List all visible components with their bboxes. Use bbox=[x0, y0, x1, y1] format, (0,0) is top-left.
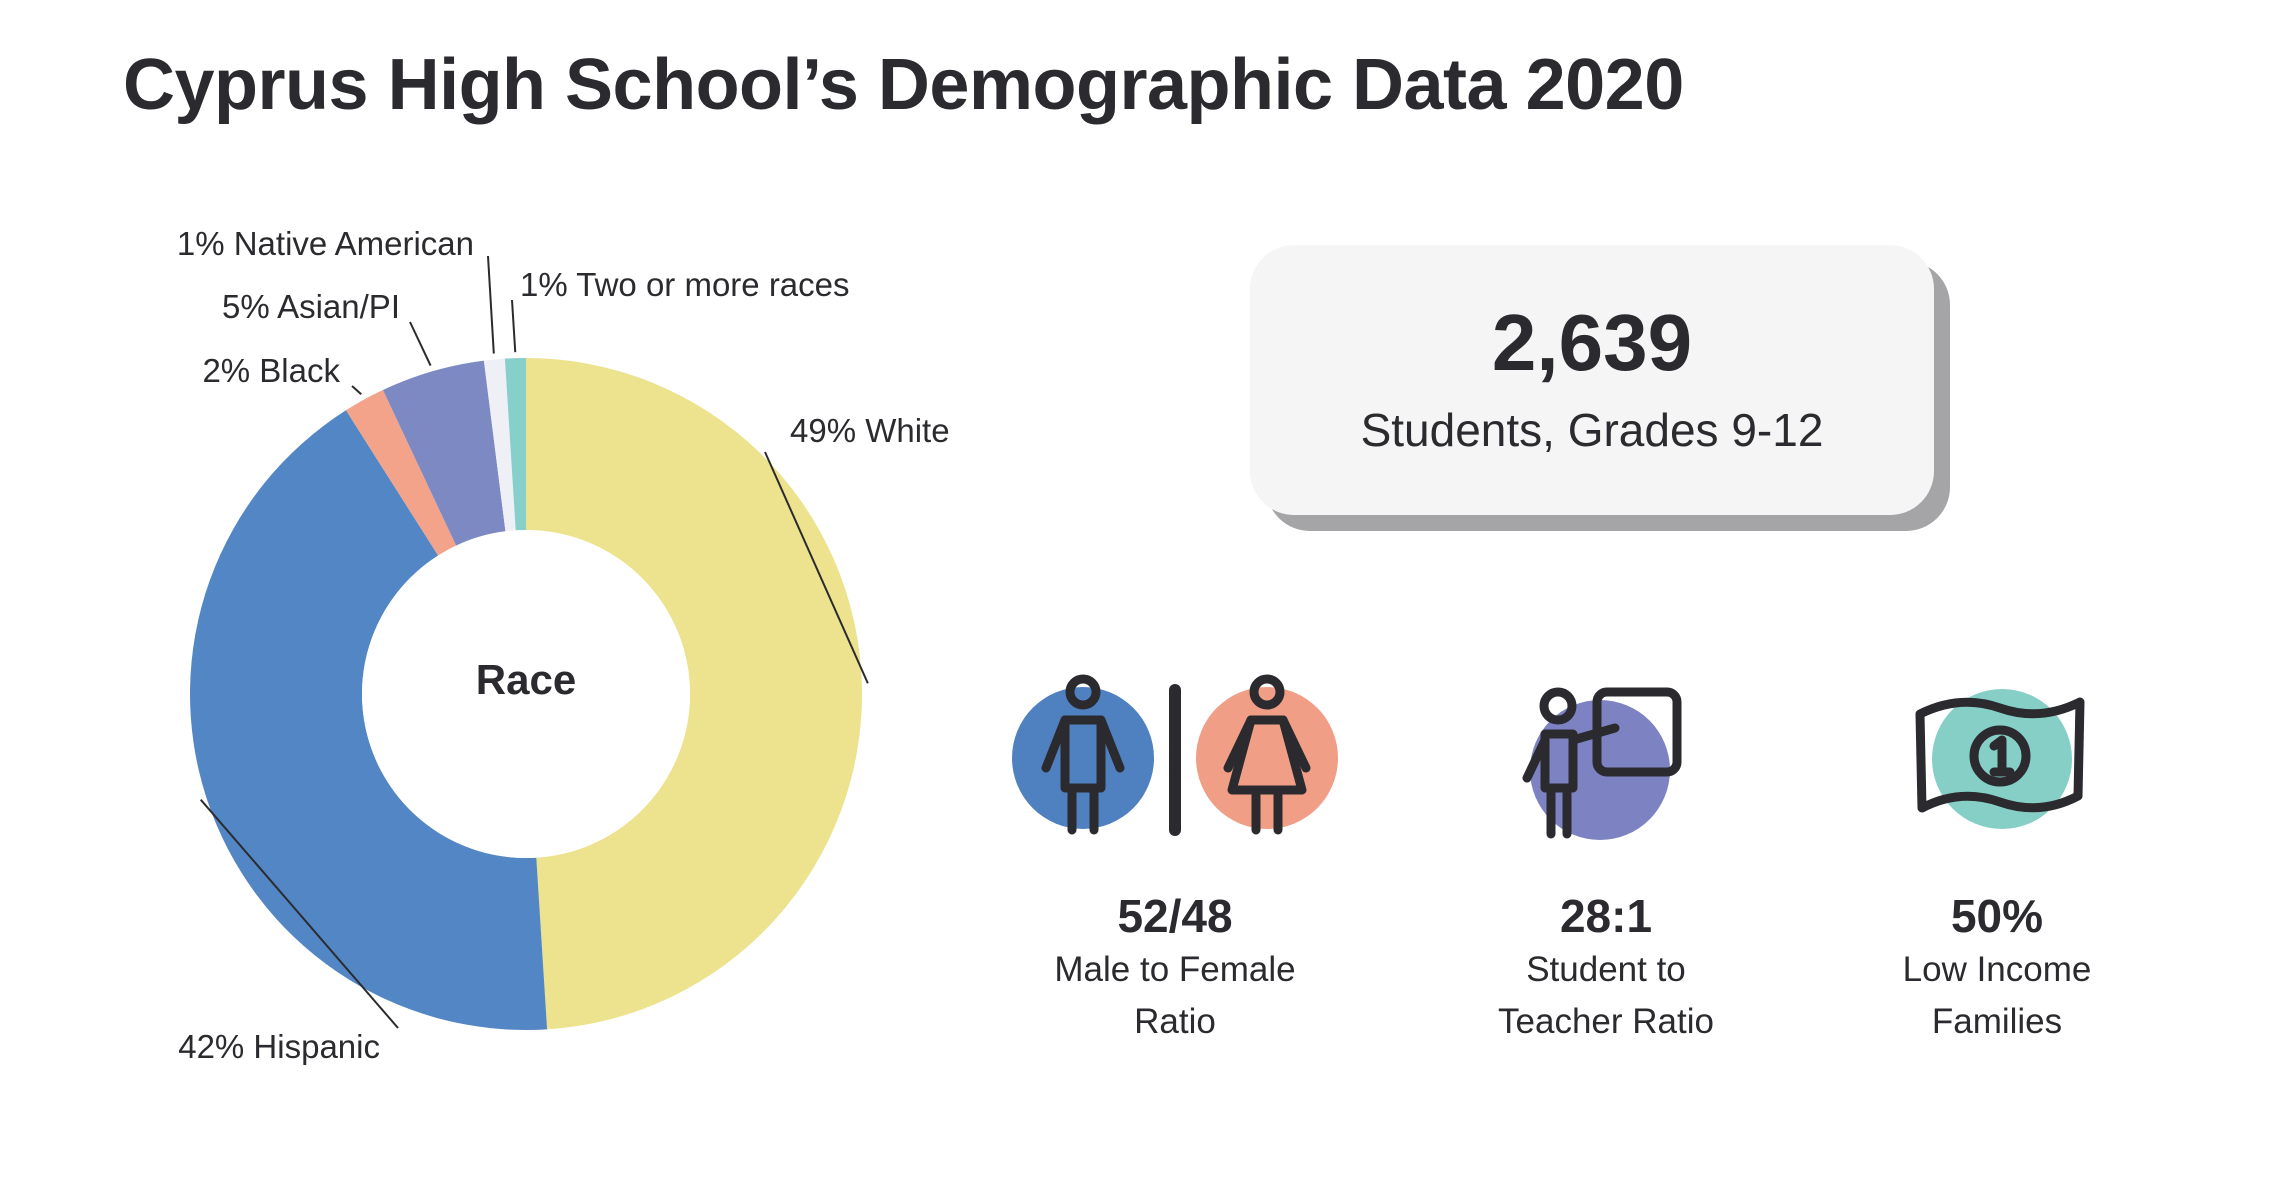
leader-line bbox=[351, 385, 362, 396]
donut-slice bbox=[189, 410, 548, 1031]
stat-value: 50% bbox=[1950, 890, 2044, 942]
stat-low-income: 50% Low Income Families bbox=[1787, 888, 2207, 1048]
stat-label-line1: Low Income bbox=[1902, 950, 2092, 989]
stat-male-female: 52/48 Male to Female Ratio bbox=[965, 888, 1385, 1048]
donut-slice bbox=[526, 358, 863, 1030]
leader-line bbox=[511, 299, 517, 353]
stat-label-line1: Student to bbox=[1526, 950, 1686, 989]
slice-label: 1% Two or more races bbox=[520, 266, 850, 303]
male-female-icon bbox=[1012, 674, 1338, 836]
slice-label: 1% Native American bbox=[177, 225, 474, 262]
slice-labels: 49% White 42% Hispanic 2% Black 5% Asian/PI… bbox=[177, 225, 950, 1065]
total-students-number: 2,639 bbox=[1491, 298, 1693, 387]
donut-slices bbox=[189, 358, 863, 1031]
stat-label-line2: Ratio bbox=[1134, 1002, 1216, 1041]
leader-line bbox=[409, 321, 432, 367]
donut-slice bbox=[483, 358, 516, 532]
leader-line bbox=[764, 451, 869, 684]
stat-value: 28:1 bbox=[1559, 890, 1653, 942]
slice-label: 2% Black bbox=[202, 352, 340, 389]
stat-value: 52/48 bbox=[1117, 890, 1233, 942]
chart-center-title: Race bbox=[476, 656, 576, 703]
label-leader-lines bbox=[199, 255, 869, 1029]
donut-slice bbox=[345, 389, 457, 556]
slice-label: 49% White bbox=[790, 412, 950, 449]
money-bill-icon bbox=[1915, 689, 2085, 829]
race-donut-chart: 49% White 42% Hispanic 2% Black 5% Asian/PI… bbox=[177, 225, 950, 1065]
slice-label: 5% Asian/PI bbox=[222, 288, 400, 325]
total-students-card: 2,639 Students, Grades 9-12 bbox=[1250, 245, 1934, 515]
stat-label-line1: Male to Female bbox=[1054, 950, 1296, 989]
donut-hole bbox=[362, 530, 690, 858]
stat-label-line2: Teacher Ratio bbox=[1498, 1002, 1714, 1041]
donut-slice bbox=[504, 358, 526, 531]
teacher-board-icon bbox=[1522, 687, 1682, 840]
stat-student-teacher: 28:1 Student to Teacher Ratio bbox=[1396, 888, 1816, 1048]
stat-label-line2: Families bbox=[1931, 1002, 2063, 1041]
total-students-label: Students, Grades 9-12 bbox=[1360, 404, 1824, 456]
leader-line bbox=[487, 255, 495, 354]
page-title: Cyprus High School’s Demographic Data 20… bbox=[123, 45, 1684, 125]
slice-label: 42% Hispanic bbox=[178, 1028, 380, 1065]
donut-slice bbox=[382, 360, 506, 546]
leader-line bbox=[199, 799, 399, 1029]
